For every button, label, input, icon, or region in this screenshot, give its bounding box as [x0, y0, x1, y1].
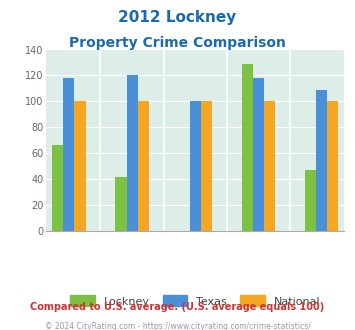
- Text: © 2024 CityRating.com - https://www.cityrating.com/crime-statistics/: © 2024 CityRating.com - https://www.city…: [45, 322, 310, 330]
- Text: 2012 Lockney: 2012 Lockney: [118, 10, 237, 25]
- Text: Compared to U.S. average. (U.S. average equals 100): Compared to U.S. average. (U.S. average …: [31, 302, 324, 312]
- Bar: [63, 78, 75, 231]
- Bar: [201, 101, 212, 231]
- Text: Property Crime Comparison: Property Crime Comparison: [69, 36, 286, 50]
- Bar: [264, 101, 275, 231]
- Bar: [115, 177, 126, 231]
- Bar: [305, 170, 316, 231]
- Bar: [126, 76, 138, 231]
- Bar: [316, 90, 327, 231]
- Bar: [75, 101, 86, 231]
- Bar: [242, 64, 253, 231]
- Bar: [253, 78, 264, 231]
- Bar: [138, 101, 149, 231]
- Legend: Lockney, Texas, National: Lockney, Texas, National: [66, 291, 325, 311]
- Bar: [52, 146, 63, 231]
- Bar: [327, 101, 338, 231]
- Bar: [190, 101, 201, 231]
